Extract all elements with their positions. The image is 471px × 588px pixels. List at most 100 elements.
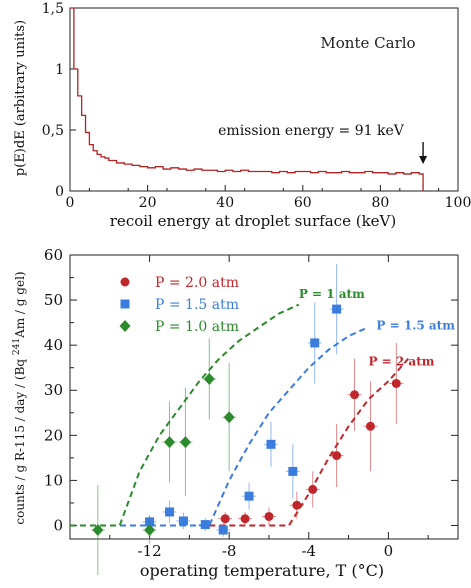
data-point-2-0-atm [363, 381, 378, 472]
marker-square [218, 525, 228, 535]
data-point-1-0-atm [178, 387, 193, 497]
top-x-tick-label: 40 [216, 195, 234, 211]
data-point-1-5-atm [307, 302, 322, 384]
marker-circle [308, 484, 318, 494]
legend-marker-1-0-atm [119, 320, 131, 332]
marker-diamond [179, 436, 191, 449]
data-point-2-0-atm [218, 511, 233, 526]
top-x-tick-label: 60 [294, 195, 312, 211]
bottom-x-tick-label: -4 [301, 542, 316, 560]
emission-arrow [419, 142, 428, 164]
fit-curve-1-0-atm [70, 303, 300, 527]
bottom-y-axis-label: counts / g R-115 / day / (Bq 241Am / g g… [12, 271, 27, 524]
top-x-tick-label: 0 [66, 195, 75, 211]
bottom-y-tick-label: 20 [44, 426, 63, 444]
top-annotation: Monte Carlo [320, 34, 415, 52]
top-plot-frame [69, 7, 459, 192]
bottom-panel: -12 -8 -4 0 0 10 20 30 40 50 60 P = 2.0 atm P = 1.5… [12, 246, 459, 580]
marker-diamond [163, 436, 175, 449]
marker-circle [240, 514, 250, 524]
marker-square [164, 507, 174, 517]
bottom-y-tick-label: 40 [44, 336, 63, 354]
data-point-2-0-atm [261, 507, 276, 526]
top-panel: 0 20 40 60 80 100 0 0,5 1 1,5 Monte Carlo emissio… [13, 1, 471, 230]
data-point-1-0-atm [202, 338, 217, 420]
marker-diamond [223, 411, 235, 424]
data-point-1-5-atm [242, 482, 257, 510]
top-y-tick-label: 1,5 [42, 1, 64, 17]
bottom-y-axis-label-part2: Am / g gel) [13, 271, 27, 339]
data-point-1-5-atm [216, 523, 231, 537]
top-y-tick-label: 0 [55, 184, 64, 200]
legend-label-1-5-atm: P = 1.5 atm [155, 297, 239, 313]
bottom-y-tick-label: 50 [44, 291, 63, 309]
legend-marker-2-0-atm [120, 277, 130, 287]
top-x-axis-label: recoil energy at droplet surface (keV) [110, 212, 396, 230]
top-y-tick-label: 0,5 [42, 123, 64, 139]
top-series [70, 7, 424, 191]
data-point-2-0-atm [289, 491, 304, 519]
bottom-x-tick-label: -12 [138, 542, 162, 560]
data-point-1-5-atm [285, 444, 300, 499]
top-y-axis-label: p(E)dE (arbitrary units) [13, 20, 28, 176]
data-point-1-0-atm [142, 516, 157, 544]
marker-square [332, 304, 342, 314]
data-point-2-0-atm [329, 424, 344, 488]
bottom-x-axis-label: operating temperature, T (°C) [140, 561, 384, 580]
data-point-2-0-atm [347, 358, 362, 431]
marker-diamond [144, 523, 156, 536]
marker-square [178, 516, 188, 526]
bottom-plot-frame [69, 254, 459, 540]
fit-curve-1-5-atm [70, 326, 369, 527]
marker-square [244, 491, 254, 501]
legend-label-1-0-atm: P = 1.0 atm [155, 319, 239, 335]
data-point-1-5-atm [263, 421, 278, 467]
bottom-y-axis-label-superscript: 241 [12, 338, 22, 355]
bottom-data-points [90, 264, 404, 576]
bottom-y-tick-label: 60 [44, 246, 63, 264]
data-point-1-5-atm [198, 517, 213, 532]
bottom-y-tick-label: 10 [44, 471, 63, 489]
marker-circle [292, 500, 302, 510]
marker-square [200, 520, 210, 530]
marker-circle [350, 390, 360, 400]
marker-circle [332, 451, 342, 461]
emission-arrow-head [419, 156, 428, 164]
marker-square [288, 466, 298, 476]
marker-circle [391, 378, 401, 388]
marker-circle [220, 514, 230, 524]
top-ticks: 0 20 40 60 80 100 0 0,5 1 1,5 [42, 1, 471, 211]
fit-curve-2-0-atm [199, 358, 410, 527]
fit-label-1-5-atm: P = 1.5 atm [376, 318, 455, 332]
legend: P = 2.0 atm P = 1.5 atm P = 1.0 atm [119, 275, 239, 335]
bottom-y-tick-label: 30 [44, 381, 63, 399]
top-x-tick-label: 100 [445, 195, 471, 211]
data-point-1-0-atm [162, 401, 177, 483]
bottom-x-tick-label: -8 [222, 542, 237, 560]
top-y-tick-label: 1 [55, 62, 64, 78]
data-point-1-5-atm [329, 264, 344, 355]
data-point-1-0-atm [90, 484, 105, 576]
marker-diamond [203, 372, 215, 385]
fit-label-2-0-atm: P = 2 atm [368, 354, 434, 368]
data-point-1-5-atm [162, 500, 177, 524]
marker-square [266, 439, 276, 449]
bottom-ticks: -12 -8 -4 0 0 10 20 30 40 50 60 [44, 246, 458, 560]
bottom-y-tick-label: 0 [53, 516, 63, 534]
data-point-1-0-atm [222, 363, 237, 472]
marker-circle [365, 421, 375, 431]
legend-label-2-0-atm: P = 2.0 atm [155, 275, 239, 291]
data-point-1-5-atm [176, 512, 191, 530]
top-x-tick-label: 80 [371, 195, 389, 211]
bottom-y-axis-label-part1: counts / g R-115 / day / (Bq [13, 355, 27, 525]
bottom-x-tick-label: 0 [384, 542, 394, 560]
emission-label: emission energy = 91 keV [218, 123, 405, 139]
marker-circle [264, 511, 274, 521]
marker-diamond [92, 523, 104, 536]
marker-square [310, 338, 320, 348]
recoil-energy-histogram [70, 7, 424, 191]
legend-marker-1-5-atm [120, 299, 130, 309]
fit-curve-labels: P = 2 atm P = 1.5 atm P = 1 atm [299, 287, 455, 369]
bottom-fit-curves [70, 303, 410, 527]
